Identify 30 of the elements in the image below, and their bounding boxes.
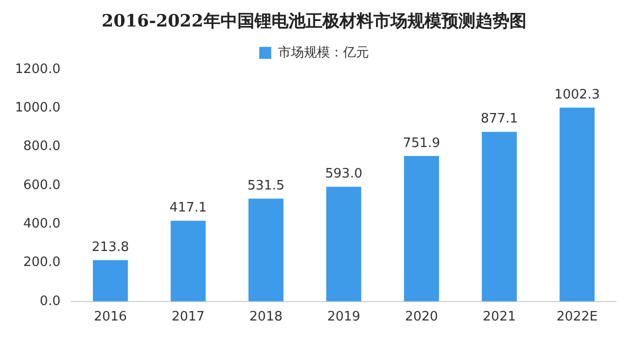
bar [482,132,517,302]
bar [560,108,595,302]
x-tick-label: 2016 [94,310,127,325]
data-label: 213.8 [92,240,129,255]
bar [404,156,440,302]
chart-title: 2016-2022年中国锂电池正极材料市场规模预测趋势图 [102,12,526,32]
data-label: 1002.3 [554,87,600,102]
legend-label: 市场规模：亿元 [278,45,369,60]
x-tick-label: 2017 [172,310,205,325]
data-label: 531.5 [247,178,285,194]
y-tick-label: 1000.0 [14,100,60,116]
x-tick-label: 2019 [327,310,360,325]
y-tick-label: 0.0 [40,294,60,309]
bar [170,220,206,302]
y-tick-label: 400.0 [23,216,60,232]
y-tick-label: 600.0 [23,178,60,193]
data-label: 417.1 [170,200,207,216]
bar [92,260,128,302]
x-tick-label: 2021 [482,310,516,325]
x-tick-label: 2020 [404,310,438,325]
bar [248,198,284,302]
x-tick-label: 2022E [556,310,598,325]
data-label: 751.9 [402,136,440,151]
data-label: 593.0 [325,166,362,182]
bar [326,186,362,302]
y-tick-label: 1200.0 [14,62,60,77]
data-label: 877.1 [480,112,518,127]
y-tick-label: 800.0 [23,139,60,154]
x-tick-label: 2018 [249,310,283,325]
y-tick-label: 200.0 [23,255,60,270]
